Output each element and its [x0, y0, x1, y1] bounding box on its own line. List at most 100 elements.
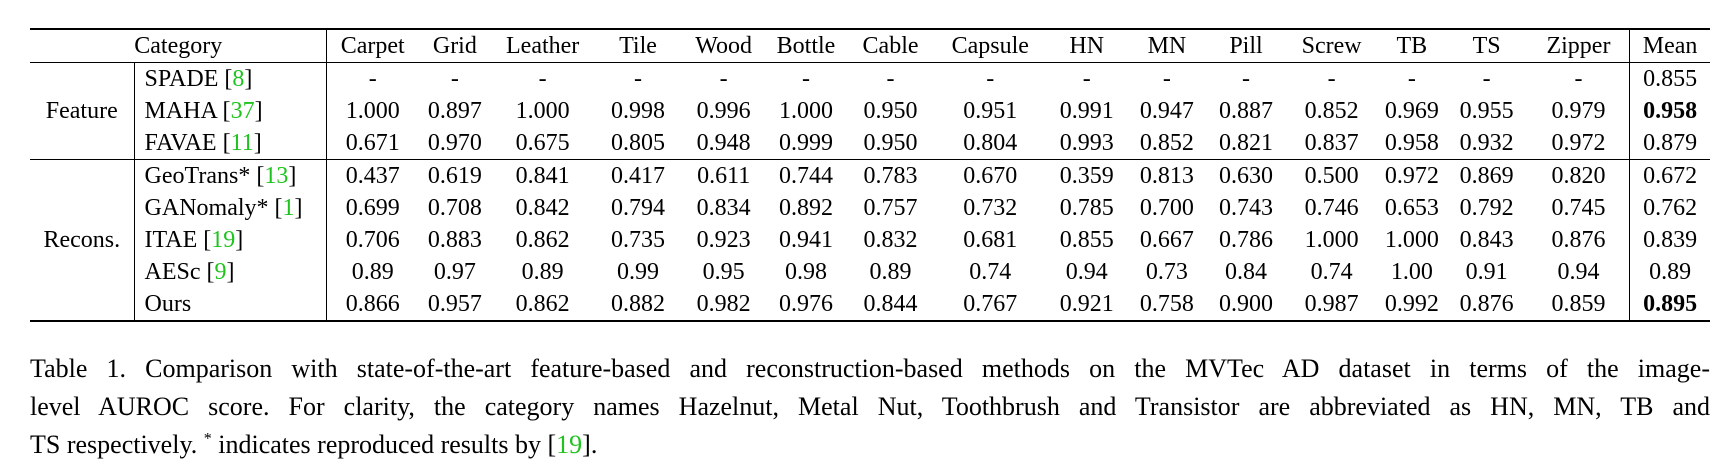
method-label: SPADE [: [144, 66, 233, 92]
citation-link[interactable]: 8: [232, 66, 245, 92]
table-cell: 0.785: [1059, 195, 1114, 221]
table-cell: 0.813: [1139, 163, 1194, 189]
table-cell: -: [450, 66, 459, 92]
table-cell: 0.852: [1126, 127, 1207, 160]
table-cell: 0.89: [351, 259, 394, 285]
table-cell: 0.948: [682, 127, 765, 160]
table-cell: 0.987: [1285, 288, 1379, 322]
citation-bracket: ]: [244, 66, 253, 92]
table-cell: 0.982: [682, 288, 765, 322]
table-cell: -: [886, 66, 895, 92]
table-cell: 0.855: [1059, 227, 1114, 253]
method-name: FAVAE [11]: [134, 127, 328, 160]
table-cell: 0.699: [345, 195, 400, 221]
table-cell: 0.821: [1207, 127, 1286, 160]
mean-cell: 0.895: [1629, 288, 1710, 322]
method-label: Ours: [144, 291, 192, 317]
column-header: Zipper: [1527, 28, 1630, 63]
citation-link[interactable]: 37: [230, 98, 255, 124]
table-cell: 0.970: [418, 127, 492, 160]
table-cell: 0.97: [433, 259, 476, 285]
table-cell: 0.887: [1219, 98, 1274, 124]
table-cell: 0.744: [778, 163, 833, 189]
caption-line: level AUROC score. For clarity, the cate…: [30, 392, 1710, 421]
table-cell: 0.743: [1219, 195, 1274, 221]
table-cell: 0.767: [933, 288, 1047, 322]
citation-link[interactable]: 1: [282, 195, 295, 221]
group-label: Recons.: [30, 159, 135, 322]
table-body: Feature SPADE [8] - - - - - - - - - - - - - - -0.855 MAHA…: [30, 62, 1710, 322]
table-cell: 0.862: [515, 227, 570, 253]
table-row: AESc [9] 0.89 0.97 0.89 0.99 0.95 0.98 0.89 0.74…: [30, 256, 1710, 288]
table-cell: -: [1162, 66, 1171, 92]
table-cell: -: [719, 66, 728, 92]
table-cell: 0.900: [1207, 288, 1286, 322]
column-header: Capsule: [933, 28, 1047, 63]
table-cell: -: [1242, 66, 1251, 92]
table-cell: 0.947: [1139, 98, 1194, 124]
table-cell: 0.923: [696, 227, 751, 253]
mean-cell: 0.879: [1629, 127, 1710, 160]
table-cell: 0.844: [847, 288, 934, 322]
table-cell: 0.958: [1378, 127, 1446, 160]
mean-cell: 0.762: [1629, 192, 1710, 224]
table-row: GANomaly* [1] 0.699 0.708 0.842 0.794 0.834 0.…: [30, 192, 1710, 224]
caption-text: TS respectively.: [30, 430, 198, 459]
method-name: GANomaly* [1]: [134, 192, 328, 224]
table-cell: 0.998: [611, 98, 666, 124]
asterisk-mark: *: [203, 430, 212, 448]
table-cell: 0.992: [1378, 288, 1446, 322]
table-cell: 0.653: [1384, 195, 1439, 221]
table-cell: -: [538, 66, 547, 92]
column-header: Pill: [1207, 28, 1286, 63]
column-header: HN: [1046, 28, 1127, 63]
citation-bracket: ]: [235, 227, 244, 253]
citation-link[interactable]: 11: [230, 130, 254, 156]
table-cell: 0.74: [1310, 259, 1353, 285]
table-cell: 0.991: [1059, 98, 1114, 124]
method-name: AESc [9]: [134, 256, 328, 288]
citation-link[interactable]: 19: [211, 227, 236, 253]
table-cell: 0.852: [1304, 98, 1359, 124]
citation-link[interactable]: 19: [556, 430, 583, 459]
table-cell: 1.000: [345, 98, 400, 124]
mean-cell: 0.958: [1629, 95, 1710, 127]
table-cell: 0.834: [696, 195, 751, 221]
table-cell: 0.883: [427, 227, 482, 253]
table-cell: 0.74: [969, 259, 1012, 285]
table-cell: 0.921: [1046, 288, 1127, 322]
citation-bracket: ]: [254, 98, 263, 124]
table-cell: 0.950: [847, 127, 934, 160]
table-cell: 0.619: [427, 163, 482, 189]
table-cell: 0.979: [1551, 98, 1606, 124]
citation-bracket: ]: [226, 259, 235, 285]
table-cell: 0.957: [418, 288, 492, 322]
table-cell: 0.969: [1384, 98, 1439, 124]
mean-cell: 0.89: [1629, 256, 1710, 288]
column-header: Bottle: [764, 28, 848, 63]
table-cell: 0.73: [1145, 259, 1188, 285]
table-cell: 0.999: [764, 127, 848, 160]
table-cell: 0.972: [1384, 163, 1439, 189]
table-cell: 0.91: [1465, 259, 1508, 285]
table-cell: 0.882: [593, 288, 683, 322]
table-row: Recons. GeoTrans* [13] 0.437 0.619 0.841 0.41…: [30, 159, 1710, 322]
caption-line: Table 1. Comparison with state-of-the-ar…: [30, 354, 1710, 383]
method-name: MAHA [37]: [134, 95, 328, 127]
table-cell: 0.94: [1557, 259, 1600, 285]
table-cell: 0.757: [863, 195, 918, 221]
table-cell: 0.670: [963, 163, 1018, 189]
method-label: FAVAE [: [144, 130, 231, 156]
citation-link[interactable]: 13: [264, 163, 289, 189]
table-cell: 0.746: [1304, 195, 1359, 221]
citation-bracket: ]: [294, 195, 303, 221]
table-cell: 0.735: [611, 227, 666, 253]
citation-link[interactable]: 9: [214, 259, 227, 285]
column-header: Tile: [593, 28, 683, 63]
column-header: TS: [1445, 28, 1528, 63]
method-label: GANomaly* [: [144, 195, 283, 221]
table-cell: 0.84: [1225, 259, 1268, 285]
table-cell: 1.000: [1384, 227, 1439, 253]
mean-cell: 0.839: [1629, 224, 1710, 256]
table-cell: 0.94: [1065, 259, 1108, 285]
